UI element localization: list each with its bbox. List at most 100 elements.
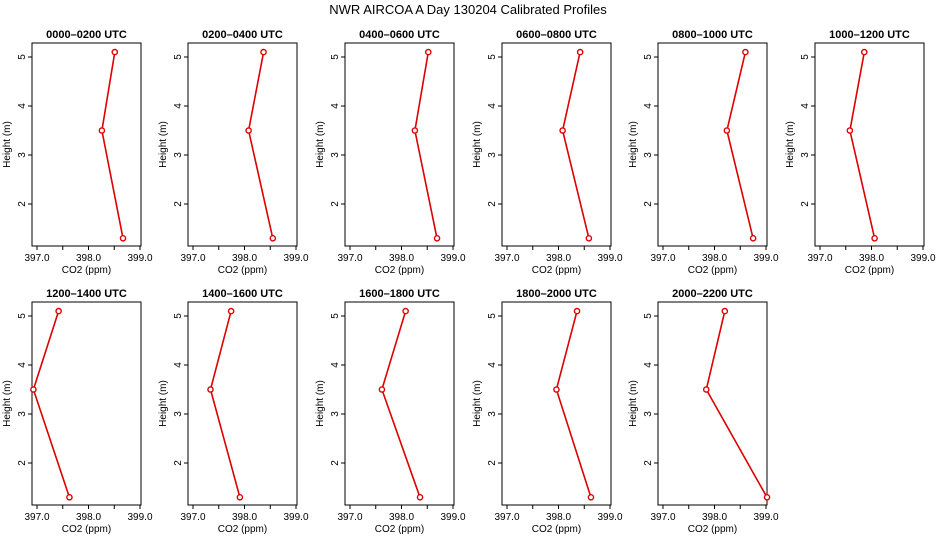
profile-point (587, 493, 595, 501)
profile-point (763, 493, 771, 501)
x-axis-label: CO2 (ppm) (375, 524, 424, 535)
panel-11: 2000–2200 UTC 397.0 398.0 399.0 CO2 (ppm) 2 3 4… (628, 288, 779, 535)
x-axis-label: CO2 (ppm) (62, 524, 111, 535)
y-tick-label: 4 (330, 362, 341, 368)
y-tick-label: 5 (173, 54, 184, 60)
profile-point (66, 493, 73, 501)
profile-line (247, 51, 274, 239)
profile-point (871, 234, 878, 242)
profile-line (705, 310, 768, 498)
x-tick-label: 397.0 (650, 512, 675, 523)
x-tick-label: 399.0 (753, 253, 778, 264)
profile-point (378, 386, 386, 393)
y-tick-label: 3 (643, 411, 654, 417)
y-tick-label: 4 (173, 103, 184, 109)
profile-line (414, 51, 438, 239)
panel-1: 0000–0200 UTC 397.0 398.0 399.0 CO2 (ppm) 2 3 4… (2, 29, 153, 276)
y-axis-label: Height (m) (315, 380, 326, 427)
profile-point (269, 234, 277, 242)
y-tick-label: 2 (17, 201, 28, 207)
profile-point (30, 386, 37, 393)
profile-point (119, 234, 127, 242)
y-tick-label: 4 (17, 362, 28, 368)
panel-5: 0800–1000 UTC 397.0 398.0 399.0 CO2 (ppm) 2 3 4… (628, 29, 779, 276)
profile-point (433, 234, 441, 242)
panel-4: 0600–0800 UTC 397.0 398.0 399.0 CO2 (ppm) 2 3 4… (472, 29, 623, 276)
panel-title: 1600–1800 UTC (359, 288, 440, 300)
x-tick-label: 398.0 (389, 512, 414, 523)
y-axis-label: Height (m) (2, 380, 13, 427)
x-tick-label: 397.0 (807, 253, 832, 264)
y-tick-label: 5 (17, 54, 28, 60)
profile-line (555, 310, 592, 498)
x-tick-label: 397.0 (337, 512, 362, 523)
x-axis-label: CO2 (ppm) (845, 265, 894, 276)
profile-point (559, 127, 566, 134)
y-tick-label: 3 (330, 411, 341, 417)
plot-frame (501, 301, 612, 506)
profile-point (721, 307, 729, 315)
profile-point (573, 307, 581, 315)
panel-8: 1400–1600 UTC 397.0 398.0 399.0 CO2 (ppm) 2 3 4… (158, 288, 309, 535)
x-tick-label: 397.0 (24, 253, 49, 264)
x-tick-label: 399.0 (597, 512, 622, 523)
plot-frame (501, 42, 612, 247)
figure-title: NWR AIRCOA A Day 130204 Calibrated Profi… (329, 2, 607, 17)
x-tick-label: 398.0 (859, 253, 884, 264)
x-axis-label: CO2 (ppm) (218, 265, 267, 276)
x-tick-label: 399.0 (440, 253, 465, 264)
y-tick-label: 5 (800, 54, 811, 60)
panel-title: 1200–1400 UTC (46, 288, 127, 300)
profile-point (236, 493, 244, 501)
profile-line (209, 310, 241, 498)
x-tick-label: 398.0 (702, 512, 727, 523)
panel-title: 1800–2000 UTC (516, 288, 597, 300)
y-axis-label: Height (m) (628, 121, 639, 168)
y-tick-label: 4 (173, 362, 184, 368)
profile-point (55, 307, 62, 315)
profile-point (402, 307, 409, 315)
panel-9: 1600–1800 UTC 397.0 398.0 399.0 CO2 (ppm) 2 3 4… (315, 288, 466, 535)
profile-line (101, 51, 124, 239)
y-axis-label: Height (m) (158, 121, 169, 168)
profile-point (846, 127, 854, 134)
y-tick-label: 4 (487, 103, 498, 109)
panel-title: 2000–2200 UTC (672, 288, 753, 300)
panel-7: 1200–1400 UTC 397.0 398.0 399.0 CO2 (ppm) 2 3 4… (2, 288, 153, 535)
x-tick-label: 399.0 (753, 512, 778, 523)
plot-frame (814, 42, 925, 247)
x-tick-label: 399.0 (127, 253, 152, 264)
profile-point (742, 48, 749, 56)
x-tick-label: 397.0 (337, 253, 362, 264)
profile-point (553, 386, 560, 393)
y-tick-label: 3 (17, 152, 28, 158)
x-axis-label: CO2 (ppm) (688, 265, 737, 276)
y-axis-label: Height (m) (158, 380, 169, 427)
profile-point (111, 48, 119, 56)
y-tick-label: 4 (643, 362, 654, 368)
x-axis-label: CO2 (ppm) (688, 524, 737, 535)
y-tick-label: 2 (487, 460, 498, 466)
y-tick-label: 5 (330, 313, 341, 319)
profile-line (561, 51, 590, 239)
y-tick-label: 2 (487, 201, 498, 207)
x-tick-label: 399.0 (283, 253, 308, 264)
panel-3: 0400–0600 UTC 397.0 398.0 399.0 CO2 (ppm) 2 3 4… (315, 29, 466, 276)
x-tick-label: 399.0 (283, 512, 308, 523)
x-tick-label: 397.0 (180, 253, 205, 264)
x-tick-label: 397.0 (24, 512, 49, 523)
y-tick-label: 2 (17, 460, 28, 466)
y-tick-label: 5 (17, 313, 28, 319)
x-axis-label: CO2 (ppm) (532, 265, 581, 276)
x-tick-label: 398.0 (232, 253, 257, 264)
y-tick-label: 2 (330, 460, 341, 466)
y-tick-label: 3 (173, 411, 184, 417)
x-tick-label: 398.0 (232, 512, 257, 523)
plot-frame (31, 42, 142, 247)
x-tick-label: 399.0 (440, 512, 465, 523)
profile-point (749, 234, 757, 242)
panel-title: 0000–0200 UTC (46, 29, 127, 41)
y-tick-label: 3 (643, 152, 654, 158)
y-tick-label: 2 (643, 460, 654, 466)
